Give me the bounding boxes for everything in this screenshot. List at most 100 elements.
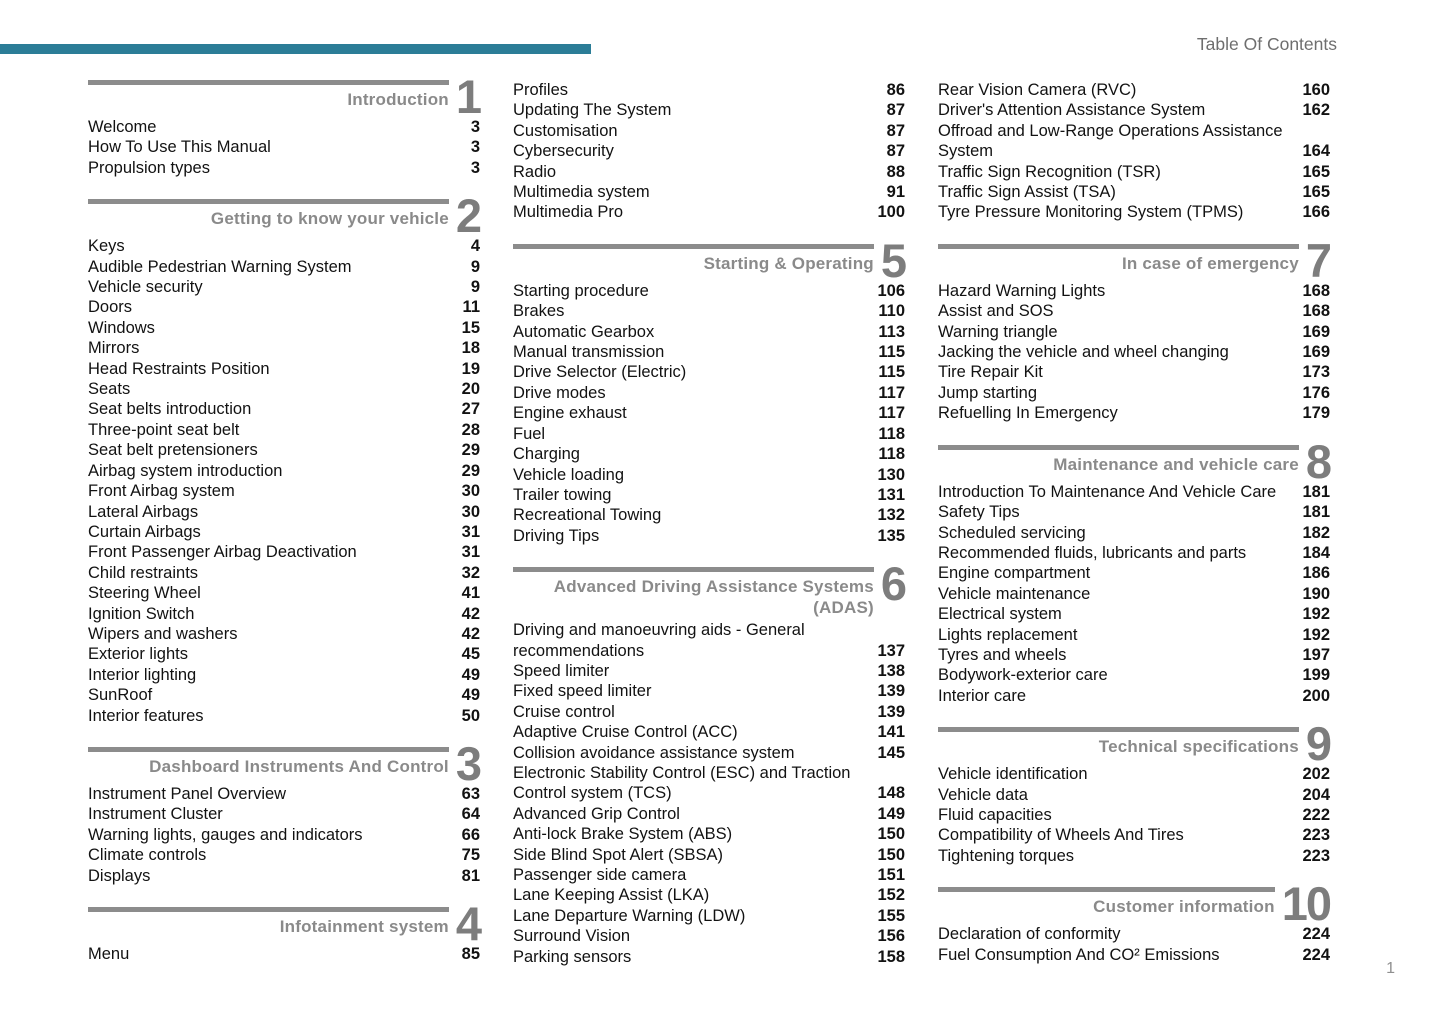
toc-entry[interactable]: Tightening torques 223 bbox=[938, 846, 1330, 866]
toc-entry[interactable]: Electrical system 192 bbox=[938, 604, 1330, 624]
toc-entry[interactable]: Declaration of conformity 224 bbox=[938, 924, 1330, 944]
toc-entry[interactable]: Speed limiter 138 bbox=[513, 661, 905, 681]
toc-entry[interactable]: Warning lights, gauges and indicators 66 bbox=[88, 825, 480, 845]
toc-entry[interactable]: Brakes 110 bbox=[513, 301, 905, 321]
toc-entry[interactable]: Vehicle loading 130 bbox=[513, 465, 905, 485]
toc-entry[interactable]: Three-point seat belt 28 bbox=[88, 420, 480, 440]
toc-entry[interactable]: Tyre Pressure Monitoring System (TPMS) 16… bbox=[938, 202, 1330, 222]
toc-entry[interactable]: Fluid capacities 222 bbox=[938, 805, 1330, 825]
toc-entry[interactable]: Collision avoidance assistance system 145 bbox=[513, 743, 905, 763]
toc-entry[interactable]: Vehicle security 9 bbox=[88, 277, 480, 297]
toc-entry[interactable]: Hazard Warning Lights 168 bbox=[938, 281, 1330, 301]
toc-entry[interactable]: Side Blind Spot Alert (SBSA) 150 bbox=[513, 845, 905, 865]
toc-entry[interactable]: Refuelling In Emergency 179 bbox=[938, 403, 1330, 423]
toc-entry[interactable]: Instrument Panel Overview 63 bbox=[88, 784, 480, 804]
toc-entry[interactable]: Driver's Attention Assistance System 162 bbox=[938, 100, 1330, 120]
toc-entry[interactable]: Starting procedure 106 bbox=[513, 281, 905, 301]
toc-entry[interactable]: Instrument Cluster 64 bbox=[88, 804, 480, 824]
toc-entry[interactable]: Passenger side camera 151 bbox=[513, 865, 905, 885]
toc-entry[interactable]: Tyres and wheels 197 bbox=[938, 645, 1330, 665]
toc-entry[interactable]: Ignition Switch 42 bbox=[88, 604, 480, 624]
toc-entry[interactable]: Windows 15 bbox=[88, 318, 480, 338]
toc-entry[interactable]: Steering Wheel 41 bbox=[88, 583, 480, 603]
toc-entry[interactable]: Assist and SOS 168 bbox=[938, 301, 1330, 321]
toc-entry[interactable]: Propulsion types 3 bbox=[88, 158, 480, 178]
toc-entry[interactable]: Profiles 86 bbox=[513, 80, 905, 100]
toc-entry-label: Anti-lock Brake System (ABS) bbox=[513, 825, 733, 844]
toc-entry[interactable]: Traffic Sign Assist (TSA) 165 bbox=[938, 182, 1330, 202]
toc-entry[interactable]: Adaptive Cruise Control (ACC) 141 bbox=[513, 722, 905, 742]
toc-entry[interactable]: Vehicle maintenance 190 bbox=[938, 584, 1330, 604]
toc-entry[interactable]: Engine exhaust 117 bbox=[513, 403, 905, 423]
toc-entry[interactable]: Climate controls 75 bbox=[88, 845, 480, 865]
toc-entry[interactable]: Lane Departure Warning (LDW) 155 bbox=[513, 906, 905, 926]
toc-entry[interactable]: Recreational Towing 132 bbox=[513, 505, 905, 525]
toc-entry[interactable]: Parking sensors 158 bbox=[513, 947, 905, 967]
toc-entry[interactable]: Tire Repair Kit 173 bbox=[938, 362, 1330, 382]
toc-entry[interactable]: Multimedia system 91 bbox=[513, 182, 905, 202]
toc-entry[interactable]: How To Use This Manual 3 bbox=[88, 137, 480, 157]
toc-entry[interactable]: Charging 118 bbox=[513, 444, 905, 464]
toc-entry[interactable]: Surround Vision 156 bbox=[513, 926, 905, 946]
toc-entry[interactable]: Trailer towing 131 bbox=[513, 485, 905, 505]
toc-entry[interactable]: Interior lighting 49 bbox=[88, 665, 480, 685]
toc-entry[interactable]: Traffic Sign Recognition (TSR) 165 bbox=[938, 162, 1330, 182]
toc-entry[interactable]: Jacking the vehicle and wheel changing 16… bbox=[938, 342, 1330, 362]
toc-entry[interactable]: Customisation 87 bbox=[513, 121, 905, 141]
toc-entry[interactable]: Head Restraints Position 19 bbox=[88, 359, 480, 379]
toc-entry[interactable]: Vehicle data 204 bbox=[938, 785, 1330, 805]
toc-entry[interactable]: Audible Pedestrian Warning System 9 bbox=[88, 257, 480, 277]
toc-entry[interactable]: Driving and manoeuvring aids - General r… bbox=[513, 620, 905, 661]
toc-entry[interactable]: Exterior lights 45 bbox=[88, 644, 480, 664]
toc-entry[interactable]: Interior care 200 bbox=[938, 686, 1330, 706]
toc-entry[interactable]: Vehicle identification 202 bbox=[938, 764, 1330, 784]
toc-entry[interactable]: Drive Selector (Electric) 115 bbox=[513, 362, 905, 382]
toc-entry[interactable]: Fuel Consumption And CO² Emissions 224 bbox=[938, 945, 1330, 965]
toc-entry[interactable]: Seat belts introduction 27 bbox=[88, 399, 480, 419]
toc-entry[interactable]: Jump starting 176 bbox=[938, 383, 1330, 403]
toc-entry[interactable]: Manual transmission 115 bbox=[513, 342, 905, 362]
toc-entry[interactable]: Doors 11 bbox=[88, 297, 480, 317]
toc-entry[interactable]: Fixed speed limiter 139 bbox=[513, 681, 905, 701]
toc-entry[interactable]: SunRoof 49 bbox=[88, 685, 480, 705]
toc-entry[interactable]: Rear Vision Camera (RVC) 160 bbox=[938, 80, 1330, 100]
toc-entry[interactable]: Front Airbag system 30 bbox=[88, 481, 480, 501]
toc-entry[interactable]: Multimedia Pro 100 bbox=[513, 202, 905, 222]
toc-entry[interactable]: Anti-lock Brake System (ABS) 150 bbox=[513, 824, 905, 844]
toc-entry[interactable]: Engine compartment 186 bbox=[938, 563, 1330, 583]
toc-entry[interactable]: Displays 81 bbox=[88, 866, 480, 886]
toc-entry[interactable]: Cruise control 139 bbox=[513, 702, 905, 722]
toc-entry[interactable]: Recommended fluids, lubricants and parts… bbox=[938, 543, 1330, 563]
toc-entry[interactable]: Safety Tips 181 bbox=[938, 502, 1330, 522]
toc-entry[interactable]: Seat belt pretensioners 29 bbox=[88, 440, 480, 460]
toc-entry[interactable]: Lateral Airbags 30 bbox=[88, 502, 480, 522]
toc-entry[interactable]: Child restraints 32 bbox=[88, 563, 480, 583]
toc-entry[interactable]: Advanced Grip Control 149 bbox=[513, 804, 905, 824]
toc-entry[interactable]: Fuel 118 bbox=[513, 424, 905, 444]
toc-entry[interactable]: Drive modes 117 bbox=[513, 383, 905, 403]
toc-entry[interactable]: Airbag system introduction 29 bbox=[88, 461, 480, 481]
toc-entry[interactable]: Menu 85 bbox=[88, 944, 480, 964]
toc-entry[interactable]: Interior features 50 bbox=[88, 706, 480, 726]
toc-entry[interactable]: Mirrors 18 bbox=[88, 338, 480, 358]
toc-entry[interactable]: Bodywork-exterior care 199 bbox=[938, 665, 1330, 685]
toc-entry[interactable]: Welcome 3 bbox=[88, 117, 480, 137]
toc-entry[interactable]: Radio 88 bbox=[513, 162, 905, 182]
toc-entry[interactable]: Compatibility of Wheels And Tires 223 bbox=[938, 825, 1330, 845]
toc-entry[interactable]: Seats 20 bbox=[88, 379, 480, 399]
toc-entry[interactable]: Automatic Gearbox 113 bbox=[513, 322, 905, 342]
toc-entry[interactable]: Curtain Airbags 31 bbox=[88, 522, 480, 542]
toc-entry[interactable]: Keys 4 bbox=[88, 236, 480, 256]
toc-entry[interactable]: Scheduled servicing 182 bbox=[938, 523, 1330, 543]
toc-entry[interactable]: Front Passenger Airbag Deactivation 31 bbox=[88, 542, 480, 562]
toc-entry[interactable]: Lane Keeping Assist (LKA) 152 bbox=[513, 885, 905, 905]
toc-entry[interactable]: Lights replacement 192 bbox=[938, 625, 1330, 645]
toc-entry[interactable]: Wipers and washers 42 bbox=[88, 624, 480, 644]
toc-entry[interactable]: Warning triangle 169 bbox=[938, 322, 1330, 342]
toc-entry[interactable]: Cybersecurity 87 bbox=[513, 141, 905, 161]
toc-entry[interactable]: Electronic Stability Control (ESC) and T… bbox=[513, 763, 905, 804]
toc-entry[interactable]: Updating The System 87 bbox=[513, 100, 905, 120]
toc-entry[interactable]: Driving Tips 135 bbox=[513, 526, 905, 546]
toc-entry[interactable]: Offroad and Low-Range Operations Assista… bbox=[938, 121, 1330, 162]
toc-entry[interactable]: Introduction To Maintenance And Vehicle … bbox=[938, 482, 1330, 502]
